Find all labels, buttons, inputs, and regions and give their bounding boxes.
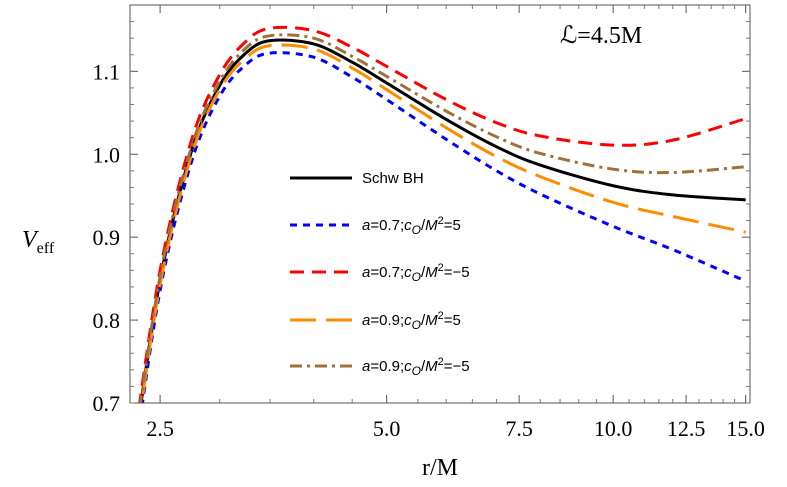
legend-label: a=0.7;cO/M2=−5 [362, 262, 470, 284]
legend-label: a=0.9;cO/M2=−5 [362, 356, 470, 378]
plot-frame [129, 4, 751, 404]
legend-label: a=0.7;cO/M2=5 [362, 215, 461, 237]
legend: Schw BH a=0.7;cO/M2=5 a=0.7;cO/M2=−5 a=0.9;… [290, 170, 470, 378]
y-tick-label: 0.8 [93, 308, 121, 333]
x-tick-label: 7.5 [505, 416, 533, 441]
axis-ticks: 2.5 5.0 7.5 10.0 12.5 15.0 0.7 0.8 0.9 1.0 1.1 [93, 5, 765, 441]
legend-label: Schw BH [362, 170, 424, 187]
x-tick-label: 15.0 [726, 416, 765, 441]
y-tick-label: 1.1 [93, 59, 121, 84]
legend-label: a=0.9;cO/M2=5 [362, 310, 461, 332]
y-tick-label: 0.9 [93, 225, 121, 250]
x-tick-label: 10.0 [594, 416, 633, 441]
x-tick-label: 12.5 [667, 416, 706, 441]
series-line-0 [139, 38, 746, 403]
series-line-1 [140, 51, 747, 403]
x-tick-label: 5.0 [373, 416, 401, 441]
series-line-2 [138, 25, 747, 403]
annotation: ℒ=4.5M [560, 23, 642, 49]
series-line-3 [140, 43, 746, 403]
y-tick-label: 0.7 [93, 391, 121, 416]
y-tick-label: 1.0 [93, 142, 121, 167]
series-line-4 [138, 33, 746, 403]
x-axis-label: r/M [422, 455, 458, 481]
y-axis-label: Veff [22, 227, 55, 257]
curves [138, 25, 747, 403]
x-tick-label: 2.5 [146, 416, 174, 441]
